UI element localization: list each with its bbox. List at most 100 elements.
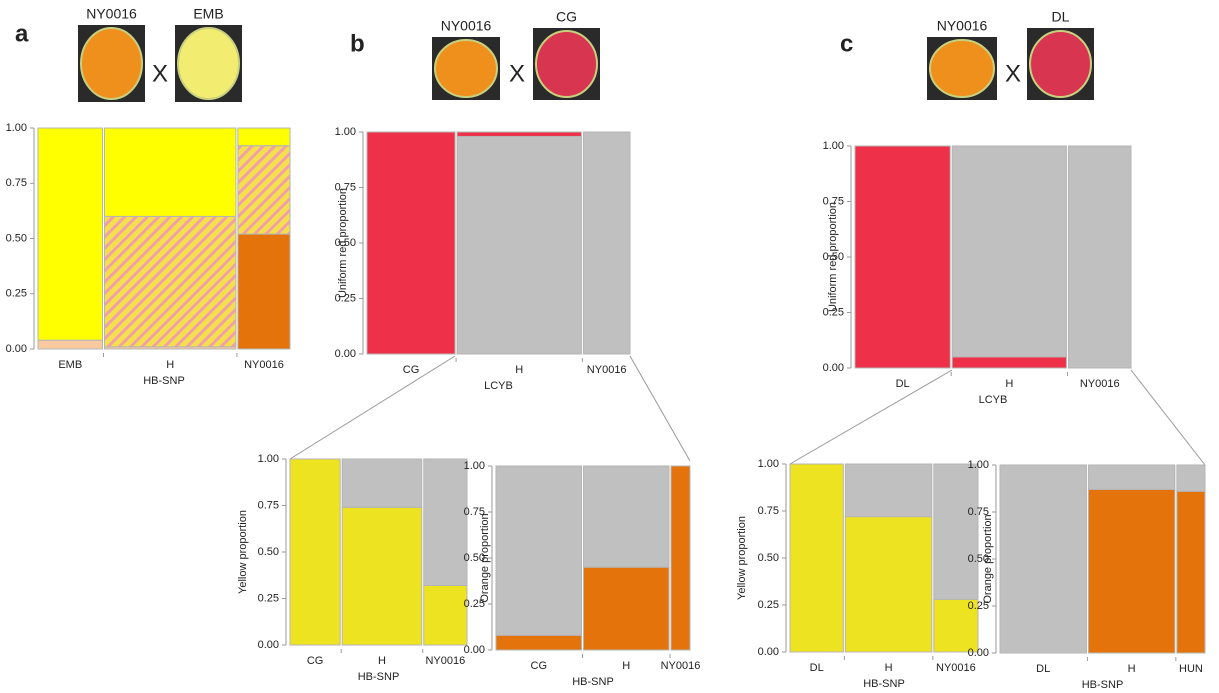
photo-label: NY0016 bbox=[86, 6, 137, 22]
y-tick-label: 1.00 bbox=[968, 459, 989, 471]
photo-label: CG bbox=[556, 9, 577, 25]
y-tick-label: 0.00 bbox=[464, 644, 485, 656]
mosaic-cell bbox=[38, 128, 102, 340]
x-tick-label: DL bbox=[896, 378, 910, 390]
panel-letter: c bbox=[840, 30, 853, 57]
mosaic-cell bbox=[290, 459, 340, 645]
mosaic-cell bbox=[104, 216, 235, 346]
zoom-line bbox=[1131, 370, 1205, 465]
mosaic-cell bbox=[367, 132, 455, 354]
mosaic-plot: bNY0016CGX0.000.250.500.751.00Uniform re… bbox=[335, 9, 630, 392]
y-tick-label: 0.75 bbox=[758, 505, 779, 517]
x-tick-label: CG bbox=[403, 364, 420, 376]
mosaic-cell bbox=[1088, 465, 1174, 489]
mosaic-plot: 0.000.250.500.751.00Orange proportionDLH… bbox=[968, 459, 1205, 691]
mosaic-cell bbox=[1000, 465, 1086, 653]
y-tick-label: 1.00 bbox=[464, 460, 485, 472]
x-axis-label: LCYB bbox=[979, 394, 1008, 406]
x-tick-label: H bbox=[378, 655, 386, 667]
x-tick-label: NY0016 bbox=[425, 655, 465, 667]
cross-sign: X bbox=[1005, 60, 1021, 87]
y-tick-label: 0.00 bbox=[335, 348, 356, 360]
mosaic-cell bbox=[1177, 465, 1205, 491]
y-tick-label: 0.75 bbox=[6, 177, 27, 189]
x-tick-label: H bbox=[1005, 378, 1013, 390]
mosaic-cell bbox=[496, 635, 582, 650]
mosaic-cell bbox=[583, 132, 630, 354]
mosaic-cell bbox=[496, 466, 582, 635]
page: {"chart_data": [ {"type": "mosaic", "pan… bbox=[0, 0, 1219, 693]
mosaic-cell bbox=[424, 459, 467, 585]
x-tick-label: CG bbox=[307, 655, 324, 667]
x-tick-label: H bbox=[622, 660, 630, 672]
y-tick-label: 1.00 bbox=[6, 122, 27, 134]
x-tick-label: H bbox=[166, 359, 174, 371]
y-tick-label: 0.50 bbox=[6, 232, 27, 244]
y-tick-label: 0.00 bbox=[758, 646, 779, 658]
cross-sign: X bbox=[509, 60, 525, 87]
mosaic-cell bbox=[952, 357, 1066, 368]
y-tick-label: 0.50 bbox=[758, 552, 779, 564]
x-tick-label: DL bbox=[810, 662, 824, 674]
y-tick-label: 0.25 bbox=[258, 592, 279, 604]
photo-fruit bbox=[1030, 31, 1091, 97]
x-tick-label: CG bbox=[531, 660, 548, 672]
photo-label: NY0016 bbox=[441, 18, 492, 34]
photo-fruit bbox=[536, 31, 597, 97]
x-axis-label: HB-SNP bbox=[863, 678, 905, 690]
x-axis-label: HB-SNP bbox=[358, 671, 400, 683]
mosaic-cell bbox=[671, 466, 690, 650]
y-tick-label: 0.25 bbox=[6, 288, 27, 300]
mosaic-cell bbox=[1068, 146, 1131, 368]
mosaic-cell bbox=[238, 234, 290, 349]
x-tick-label: EMB bbox=[58, 359, 82, 371]
mosaic-cell bbox=[424, 585, 467, 645]
mosaic-cell bbox=[457, 132, 581, 136]
mosaic-cell bbox=[855, 146, 950, 368]
y-tick-label: 1.00 bbox=[758, 458, 779, 470]
photo-fruit bbox=[81, 28, 142, 99]
mosaic-cell bbox=[584, 466, 670, 567]
y-tick-label: 0.00 bbox=[968, 647, 989, 659]
x-tick-label: DL bbox=[1036, 663, 1050, 675]
x-axis-label: HB-SNP bbox=[143, 375, 185, 387]
photo-label: EMB bbox=[193, 6, 223, 22]
zoom-line bbox=[630, 356, 690, 461]
y-axis-label: Uniform red proportion bbox=[827, 202, 839, 312]
y-axis-label: Yellow proportion bbox=[736, 516, 748, 600]
mosaic-cell bbox=[934, 464, 978, 599]
y-tick-label: 0.00 bbox=[6, 343, 27, 355]
x-axis-label: HB-SNP bbox=[1082, 679, 1124, 691]
x-tick-label: H bbox=[1128, 663, 1136, 675]
x-tick-label: H bbox=[515, 364, 523, 376]
y-tick-label: 0.75 bbox=[258, 499, 279, 511]
x-axis-label: LCYB bbox=[484, 380, 513, 392]
mosaic-cell bbox=[584, 567, 670, 650]
y-tick-label: 0.50 bbox=[258, 546, 279, 558]
mosaic-cell bbox=[342, 459, 422, 507]
y-tick-label: 1.00 bbox=[258, 453, 279, 465]
x-tick-label: NY0016 bbox=[244, 359, 284, 371]
panel-letter: a bbox=[15, 20, 29, 47]
x-tick-label: HUN bbox=[1179, 663, 1203, 675]
x-tick-label: NY0016 bbox=[587, 364, 627, 376]
photo-label: DL bbox=[1052, 9, 1070, 25]
mosaic-cell bbox=[1088, 489, 1174, 653]
x-tick-label: NY0016 bbox=[661, 660, 701, 672]
y-tick-label: 1.00 bbox=[335, 126, 356, 138]
y-tick-label: 0.00 bbox=[823, 362, 844, 374]
photo-fruit bbox=[435, 40, 497, 97]
zoom-line bbox=[290, 356, 455, 459]
photo-fruit bbox=[930, 40, 994, 97]
mosaic-cell bbox=[457, 136, 581, 354]
mosaic-cell bbox=[238, 146, 290, 234]
mosaic-cell bbox=[238, 128, 290, 146]
y-tick-label: 1.00 bbox=[823, 140, 844, 152]
mosaic-cell bbox=[104, 128, 235, 216]
y-axis-label: Yellow proportion bbox=[237, 510, 249, 594]
cross-sign: X bbox=[152, 60, 168, 87]
zoom-line bbox=[790, 370, 952, 464]
panel-letter: b bbox=[350, 30, 365, 57]
